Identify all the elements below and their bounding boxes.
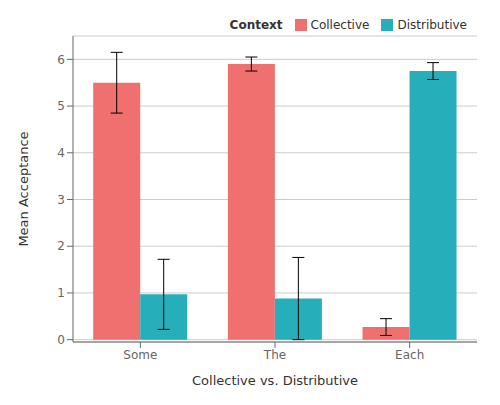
svg-text:Each: Each — [395, 348, 424, 362]
svg-text:5: 5 — [57, 99, 65, 113]
svg-text:Collective vs. Distributive: Collective vs. Distributive — [192, 373, 358, 388]
html-text:Context: Context — [229, 18, 283, 32]
html-text:Distributive: Distributive — [397, 18, 467, 32]
svg-text:0: 0 — [57, 333, 65, 347]
svg-text:Mean Acceptance: Mean Acceptance — [16, 131, 31, 246]
svg-text:6: 6 — [57, 53, 65, 67]
svg-text:4: 4 — [57, 146, 65, 160]
svg-text:Some: Some — [123, 348, 157, 362]
html-text:Collective: Collective — [310, 18, 370, 32]
svg-text:The: The — [263, 348, 286, 362]
svg-text:2: 2 — [57, 239, 65, 253]
svg-text:1: 1 — [57, 286, 65, 300]
svg-text:3: 3 — [57, 193, 65, 207]
